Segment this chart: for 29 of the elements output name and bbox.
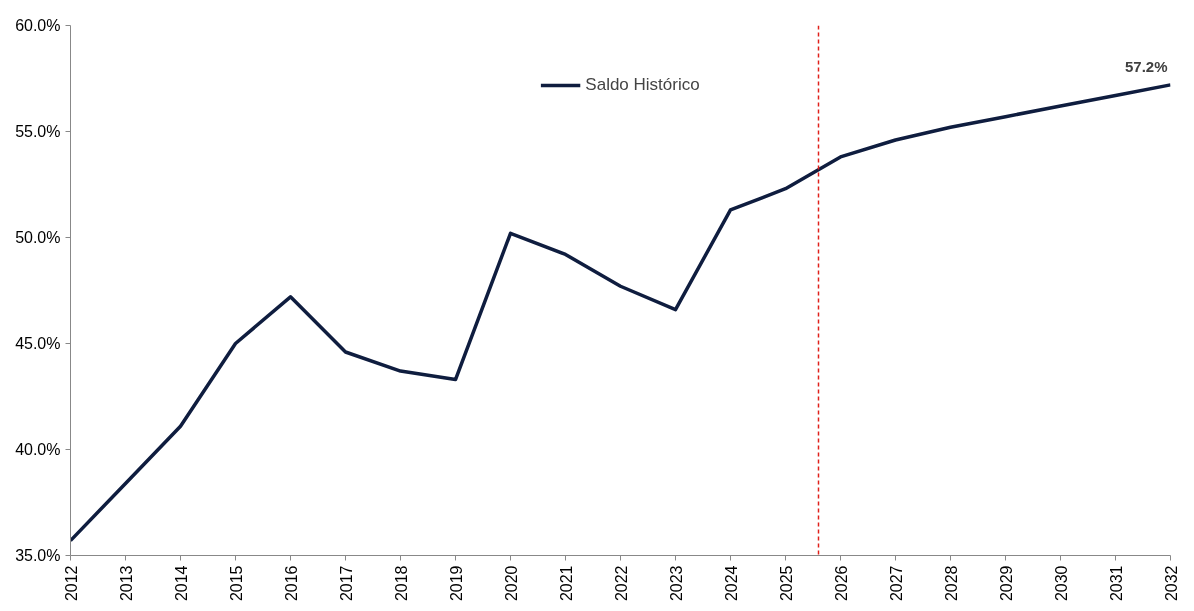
- x-tick-label: 2031: [1107, 565, 1125, 602]
- x-tick-label: 2029: [997, 565, 1015, 602]
- data-label: 57.2%: [1124, 57, 1168, 75]
- x-tick-label: 2024: [722, 565, 740, 602]
- x-tick-label: 2023: [667, 565, 685, 602]
- x-tick-label: 2015: [227, 565, 245, 602]
- legend-label: Saldo Histórico: [585, 75, 700, 95]
- x-tick-label: 2021: [557, 565, 575, 602]
- x-tick-label: 2030: [1052, 565, 1070, 602]
- y-tick-label: 45.0%: [15, 335, 61, 352]
- x-tick-label: 2032: [1162, 565, 1180, 602]
- x-tick-label: 2012: [62, 565, 80, 602]
- x-tick-label: 2028: [942, 565, 960, 602]
- x-tick-label: 2017: [337, 565, 355, 602]
- y-tick-label: 50.0%: [15, 229, 61, 246]
- x-tick-label: 2014: [172, 565, 190, 602]
- x-tick-label: 2019: [447, 565, 465, 602]
- x-tick-label: 2022: [612, 565, 630, 602]
- x-tick-label: 2020: [502, 565, 520, 602]
- y-tick-label: 55.0%: [15, 123, 61, 140]
- x-tick-label: 2016: [282, 565, 300, 602]
- x-tick-label: 2018: [392, 565, 410, 602]
- y-tick-label: 60.0%: [15, 17, 61, 34]
- x-tick-label: 2013: [117, 565, 135, 602]
- x-tick-label: 2025: [777, 565, 795, 602]
- x-tick-label: 2027: [887, 565, 905, 602]
- y-tick-label: 40.0%: [15, 441, 61, 458]
- x-tick-label: 2026: [832, 565, 850, 602]
- y-tick-label: 35.0%: [15, 547, 61, 564]
